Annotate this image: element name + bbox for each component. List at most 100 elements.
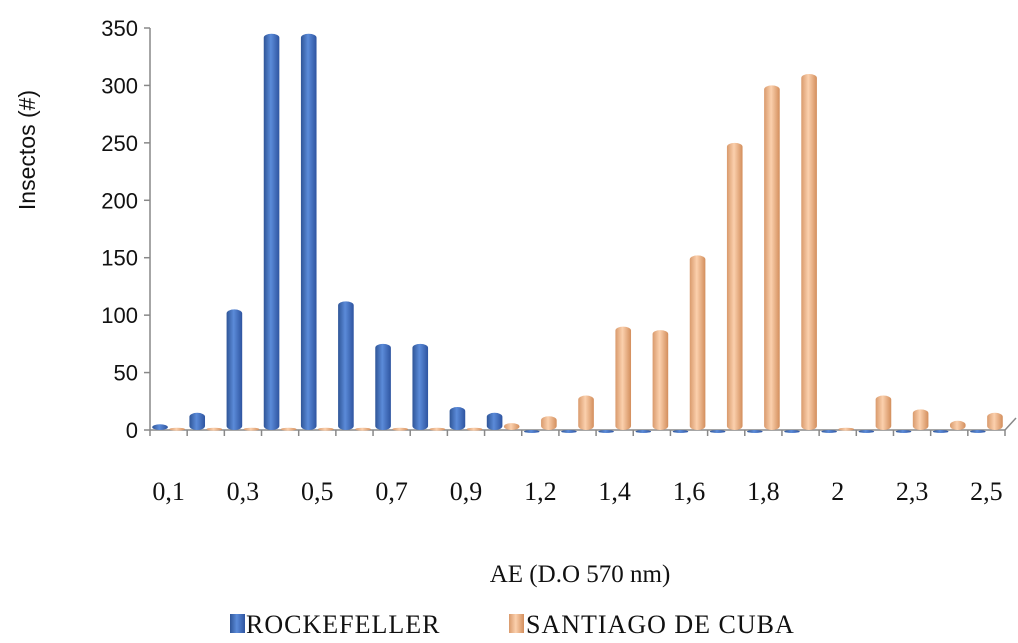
bar-santiago-de-cuba-1-2 <box>541 416 557 430</box>
bars <box>152 33 1003 433</box>
x-tick-label: 0,1 <box>152 477 185 506</box>
bar-santiago-de-cuba-2-1 <box>875 395 892 430</box>
bar-body <box>429 427 446 431</box>
bar-body <box>615 326 632 430</box>
bar-santiago-de-cuba-1-5 <box>652 330 669 430</box>
bar-rockefeller-0-7 <box>375 343 391 430</box>
bar-santiago-de-cuba-0-4 <box>280 427 297 431</box>
bar-santiago-de-cuba-1-6 <box>689 255 706 430</box>
y-tick-label: 350 <box>101 16 138 41</box>
bar-rockefeller-1-9 <box>784 430 800 433</box>
y-axis-title: Insectos (#) <box>14 90 40 210</box>
bar-body <box>523 430 540 433</box>
legend-swatch-santiago-de-cuba <box>509 614 524 633</box>
y-tick-label: 0 <box>126 418 138 443</box>
y-tick-label: 50 <box>114 361 138 386</box>
bar-body <box>189 412 206 430</box>
y-tick-label: 250 <box>101 131 138 156</box>
bar-santiago-de-cuba-2-5 <box>987 412 1003 430</box>
bar-body <box>838 427 855 431</box>
bar-body <box>895 430 912 433</box>
bar-body <box>503 423 520 430</box>
bar-body <box>672 430 689 433</box>
bar-rockefeller-0-4 <box>263 33 280 430</box>
x-axis-depth-line <box>1004 417 1017 431</box>
axes <box>149 28 1017 431</box>
bar-santiago-de-cuba-1-3 <box>578 395 594 430</box>
x-tick-label: 1,4 <box>598 477 631 506</box>
bar-santiago-de-cuba-2-3 <box>912 409 929 430</box>
x-tick-label: 2 <box>831 477 844 506</box>
bar-rockefeller-0-2 <box>189 412 206 430</box>
bar-rockefeller-0-8 <box>412 343 429 430</box>
bar-body <box>912 409 929 430</box>
bar-santiago-de-cuba-1-9 <box>801 73 817 430</box>
bar-rockefeller-1-7 <box>709 430 726 433</box>
bar-rockefeller-2 <box>821 430 837 433</box>
bar-rockefeller-1-6 <box>672 430 689 433</box>
x-tick-label: 1,8 <box>747 477 780 506</box>
x-tick-label: 1,6 <box>673 477 706 506</box>
bar-rockefeller-2-5 <box>970 430 986 433</box>
bar-body <box>169 427 185 431</box>
bar-rockefeller-0-1 <box>152 424 168 430</box>
legend-item-rockefeller: ROCKEFELLER <box>230 610 439 639</box>
bar-rockefeller-0-6 <box>338 301 354 430</box>
legend: ROCKEFELLER SANTIAGO DE CUBA <box>230 610 795 639</box>
legend-swatch-rockefeller <box>230 614 245 633</box>
bar-body <box>318 427 334 431</box>
bar-body <box>858 430 875 433</box>
bar-body <box>821 430 837 433</box>
y-tick-label: 100 <box>101 303 138 328</box>
x-tick-label: 0,3 <box>227 477 260 506</box>
bar-rockefeller-0-3 <box>226 309 243 430</box>
bar-rockefeller-0-5 <box>300 33 317 430</box>
bar-body <box>486 412 503 430</box>
bar-body <box>280 427 297 431</box>
bar-body <box>932 430 949 433</box>
bar-body <box>466 427 483 431</box>
bar-santiago-de-cuba-1-8 <box>764 85 780 430</box>
x-tick-label: 0,7 <box>375 477 408 506</box>
x-axis-title: AE (D.O 570 nm) <box>490 561 671 588</box>
bar-rockefeller-2-3 <box>895 430 912 433</box>
bar-santiago-de-cuba-0-3 <box>243 427 260 431</box>
y-tick-label: 150 <box>101 246 138 271</box>
legend-item-santiago-de-cuba: SANTIAGO DE CUBA <box>509 610 795 639</box>
bar-body <box>206 427 223 431</box>
legend-label-santiago-de-cuba: SANTIAGO DE CUBA <box>526 610 795 639</box>
bar-rockefeller-1-5 <box>635 430 652 433</box>
y-tick-label: 200 <box>101 188 138 213</box>
bar-body <box>970 430 986 433</box>
bar-body <box>355 427 371 431</box>
bar-rockefeller-1-0 <box>486 412 503 430</box>
bar-rockefeller-1-2 <box>523 430 540 433</box>
bar-body <box>300 33 317 430</box>
x-tick-label: 0,9 <box>450 477 483 506</box>
bar-body <box>561 430 577 433</box>
bar-body <box>392 427 408 431</box>
bar-body <box>226 309 243 430</box>
bar-body <box>375 343 391 430</box>
x-tick-label: 2,3 <box>896 477 929 506</box>
bar-santiago-de-cuba-0-9 <box>466 427 483 431</box>
bar-body <box>263 33 280 430</box>
bar-santiago-de-cuba-0-5 <box>318 427 334 431</box>
bar-rockefeller-1-3 <box>561 430 577 433</box>
bar-santiago-de-cuba-0-8 <box>429 427 446 431</box>
bar-body <box>412 343 429 430</box>
bar-rockefeller-0-9 <box>449 407 466 430</box>
bar-body <box>152 424 168 430</box>
bar-santiago-de-cuba-0-2 <box>206 427 223 431</box>
bar-santiago-de-cuba-1-0 <box>503 423 520 430</box>
bar-body <box>449 407 466 430</box>
y-tick-label: 300 <box>101 73 138 98</box>
bar-body <box>598 430 614 433</box>
bar-body <box>652 330 669 430</box>
bar-santiago-de-cuba-1-7 <box>726 142 743 430</box>
bar-santiago-de-cuba-1-4 <box>615 326 632 430</box>
bar-body <box>987 412 1003 430</box>
bar-santiago-de-cuba-0-7 <box>392 427 408 431</box>
bar-body <box>243 427 260 431</box>
